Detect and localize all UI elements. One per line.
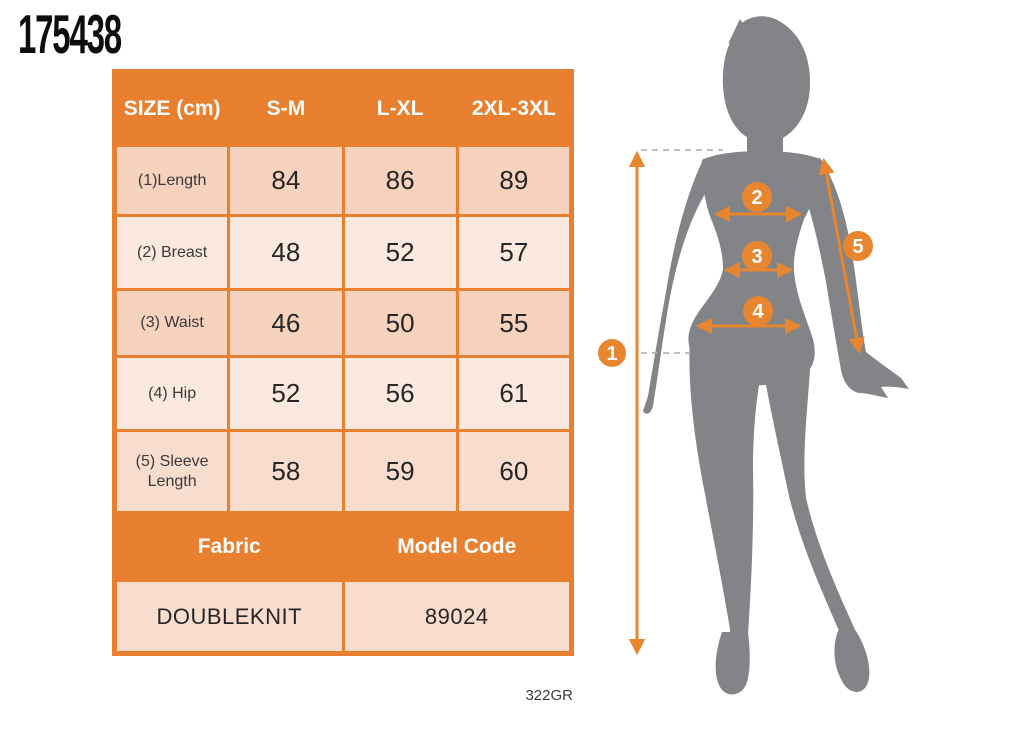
silhouette-left-arm [643,158,705,414]
hip-lxl: 56 [341,355,459,432]
marker-5: 5 [843,231,873,261]
fabric-value: DOUBLEKNIT [113,579,345,655]
fabric-weight-note: 322GR [525,687,573,704]
fabric-header: Fabric [113,511,345,582]
table-row-breast: (2) Breast 48 52 57 [112,214,574,291]
size-table: SIZE (cm) S-M L-XL 2XL-3XL (1)Length 84 … [112,69,574,656]
model-code-header: Model Code [341,511,573,582]
table-row-fabric-values: DOUBLEKNIT 89024 [113,579,573,655]
waist-2xl3xl: 55 [455,288,574,358]
table-row-fabric-header: Fabric Model Code [113,511,573,582]
waist-lxl: 50 [341,288,459,358]
header-size-2xl3xl: 2XL-3XL [455,70,574,147]
silhouette-right-foot [834,629,870,692]
marker-1-number: 1 [606,343,617,365]
length-2xl3xl: 89 [455,144,574,217]
marker-5-number: 5 [852,236,863,258]
hip-sm: 52 [227,355,345,432]
marker-1: 1 [598,339,626,367]
breast-sm: 48 [227,214,345,291]
marker-1-circle [598,339,626,367]
header-size-cm: SIZE (cm) [112,70,231,147]
hip-2xl3xl: 61 [455,355,574,432]
waist-sm: 46 [227,288,345,358]
female-silhouette [643,16,909,695]
table-row-sleeve-length: (5) Sleeve Length 58 59 60 [112,429,574,514]
row-label-length: (1)Length [112,144,231,217]
model-code-value: 89024 [341,579,573,655]
marker-2-circle [742,182,772,212]
sleeve-2xl3xl: 60 [455,429,574,514]
length-sm: 84 [227,144,345,217]
marker-2-number: 2 [751,187,762,209]
marker-5-circle [843,231,873,261]
length-lxl: 86 [341,144,459,217]
marker-4: 4 [743,296,773,326]
header-size-lxl: L-XL [341,70,459,147]
silhouette-left-foot [715,632,750,695]
silhouette-right-leg [764,350,857,634]
marker-4-circle [743,296,773,326]
breast-lxl: 52 [341,214,459,291]
header-size-sm: S-M [227,70,345,147]
sleeve-lxl: 59 [341,429,459,514]
marker-3: 3 [742,241,772,271]
silhouette-left-leg [689,336,761,636]
marker-4-number: 4 [752,301,764,323]
product-code: 175438 [18,3,122,65]
row-label-waist: (3) Waist [112,288,231,358]
marker-2: 2 [742,182,772,212]
table-row-waist: (3) Waist 46 50 55 [112,288,574,358]
sleeve-sm: 58 [227,429,345,514]
marker-3-number: 3 [751,246,762,268]
silhouette-head [722,16,811,143]
row-label-sleeve-length: (5) Sleeve Length [112,429,231,514]
size-table-header-row: SIZE (cm) S-M L-XL 2XL-3XL [112,70,574,147]
silhouette-neck [747,115,783,156]
row-label-breast: (2) Breast [112,214,231,291]
sleeve-arrow [818,157,865,355]
silhouette-right-arm [805,157,909,398]
breast-2xl3xl: 57 [455,214,574,291]
table-row-length: (1)Length 84 86 89 [112,144,574,217]
marker-3-circle [742,241,772,271]
table-row-hip: (4) Hip 52 56 61 [112,355,574,432]
row-label-hip: (4) Hip [112,355,231,432]
